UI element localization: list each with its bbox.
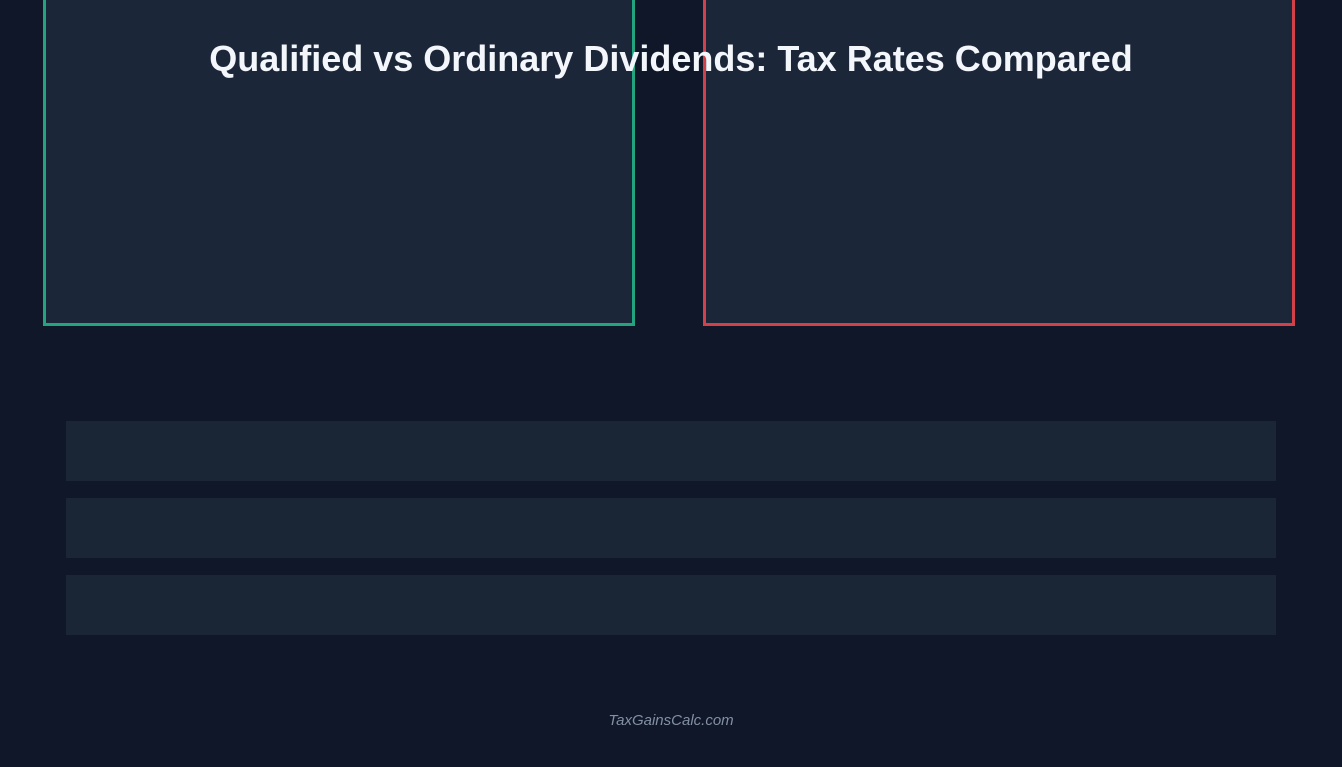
title: Qualified vs Ordinary Dividends: Tax Rat… bbox=[209, 38, 1133, 79]
ordinary-card bbox=[703, 0, 1295, 326]
footer-text: TaxGainsCalc.com bbox=[608, 712, 734, 729]
row bbox=[66, 575, 1276, 635]
qualified-card bbox=[43, 0, 635, 326]
row bbox=[66, 421, 1276, 481]
row bbox=[66, 498, 1276, 558]
